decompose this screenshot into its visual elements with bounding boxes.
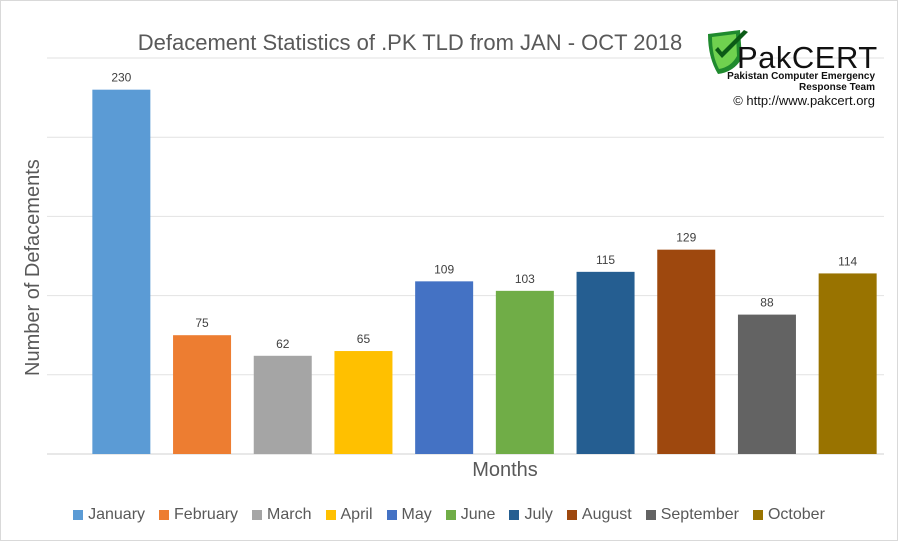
data-label-may: 109 bbox=[434, 262, 454, 276]
legend-swatch bbox=[645, 510, 656, 520]
legend-swatch bbox=[73, 510, 84, 520]
logo-line1: Pakistan Computer Emergency bbox=[727, 71, 875, 82]
data-label-march: 62 bbox=[276, 337, 290, 351]
legend-swatch bbox=[566, 510, 577, 520]
bar-march bbox=[253, 355, 312, 454]
legend-item-january: January bbox=[73, 506, 145, 524]
copyright-url: © http://www.pakcert.org bbox=[733, 93, 875, 108]
legend-swatch bbox=[159, 510, 170, 520]
legend-label: June bbox=[460, 506, 496, 523]
bar-april bbox=[334, 351, 393, 454]
legend-swatch bbox=[325, 510, 336, 520]
legend-label: May bbox=[401, 506, 432, 523]
legend-label: August bbox=[581, 506, 632, 523]
pakcert-logo: PakCERT Pakistan Computer Emergency Resp… bbox=[704, 28, 877, 110]
data-label-april: 65 bbox=[357, 332, 371, 346]
data-label-june: 103 bbox=[515, 272, 535, 286]
y-axis-label: Number of Defacements bbox=[22, 159, 44, 376]
bar-may bbox=[415, 281, 474, 454]
legend-item-august: August bbox=[566, 506, 632, 524]
bar-october bbox=[818, 273, 877, 454]
legend-label: April bbox=[340, 506, 373, 523]
legend-swatch bbox=[752, 510, 763, 520]
data-label-august: 129 bbox=[676, 231, 696, 245]
legend-label: July bbox=[524, 506, 553, 523]
legend-item-june: June bbox=[445, 506, 496, 524]
legend-swatch bbox=[445, 510, 456, 520]
legend-item-march: March bbox=[252, 506, 312, 524]
legend-item-september: September bbox=[645, 506, 739, 524]
bar-august bbox=[657, 249, 716, 454]
data-label-july: 115 bbox=[596, 253, 615, 267]
legend-swatch bbox=[252, 510, 263, 520]
data-label-october: 114 bbox=[838, 254, 857, 268]
shield-icon bbox=[708, 30, 748, 74]
x-axis-label: Months bbox=[472, 459, 538, 481]
legend-swatch bbox=[509, 510, 520, 520]
legend-item-april: April bbox=[325, 506, 373, 524]
legend-item-october: October bbox=[752, 506, 825, 524]
data-label-february: 75 bbox=[195, 316, 209, 330]
data-label-january: 230 bbox=[111, 71, 131, 85]
legend-label: October bbox=[767, 506, 825, 523]
bar-june bbox=[495, 290, 554, 454]
legend-item-july: July bbox=[509, 506, 553, 524]
logo-line2: Response Team bbox=[799, 82, 875, 93]
logo-brand: PakCERT bbox=[737, 40, 878, 75]
bar-july bbox=[576, 271, 635, 454]
bar-february bbox=[173, 335, 232, 454]
legend-label: March bbox=[267, 506, 312, 523]
legend-swatch bbox=[386, 510, 397, 520]
legend-item-may: May bbox=[386, 506, 432, 524]
legend-label: February bbox=[174, 506, 239, 523]
data-label-september: 88 bbox=[760, 296, 774, 310]
bar-january bbox=[92, 89, 151, 455]
chart-legend: January February March April May June July Augu… bbox=[0, 506, 898, 524]
legend-label: September bbox=[660, 506, 739, 523]
legend-item-february: February bbox=[159, 506, 238, 524]
legend-label: January bbox=[88, 506, 146, 523]
chart-title: Defacement Statistics of .PK TLD from JA… bbox=[137, 30, 683, 55]
bar-september bbox=[737, 314, 796, 454]
